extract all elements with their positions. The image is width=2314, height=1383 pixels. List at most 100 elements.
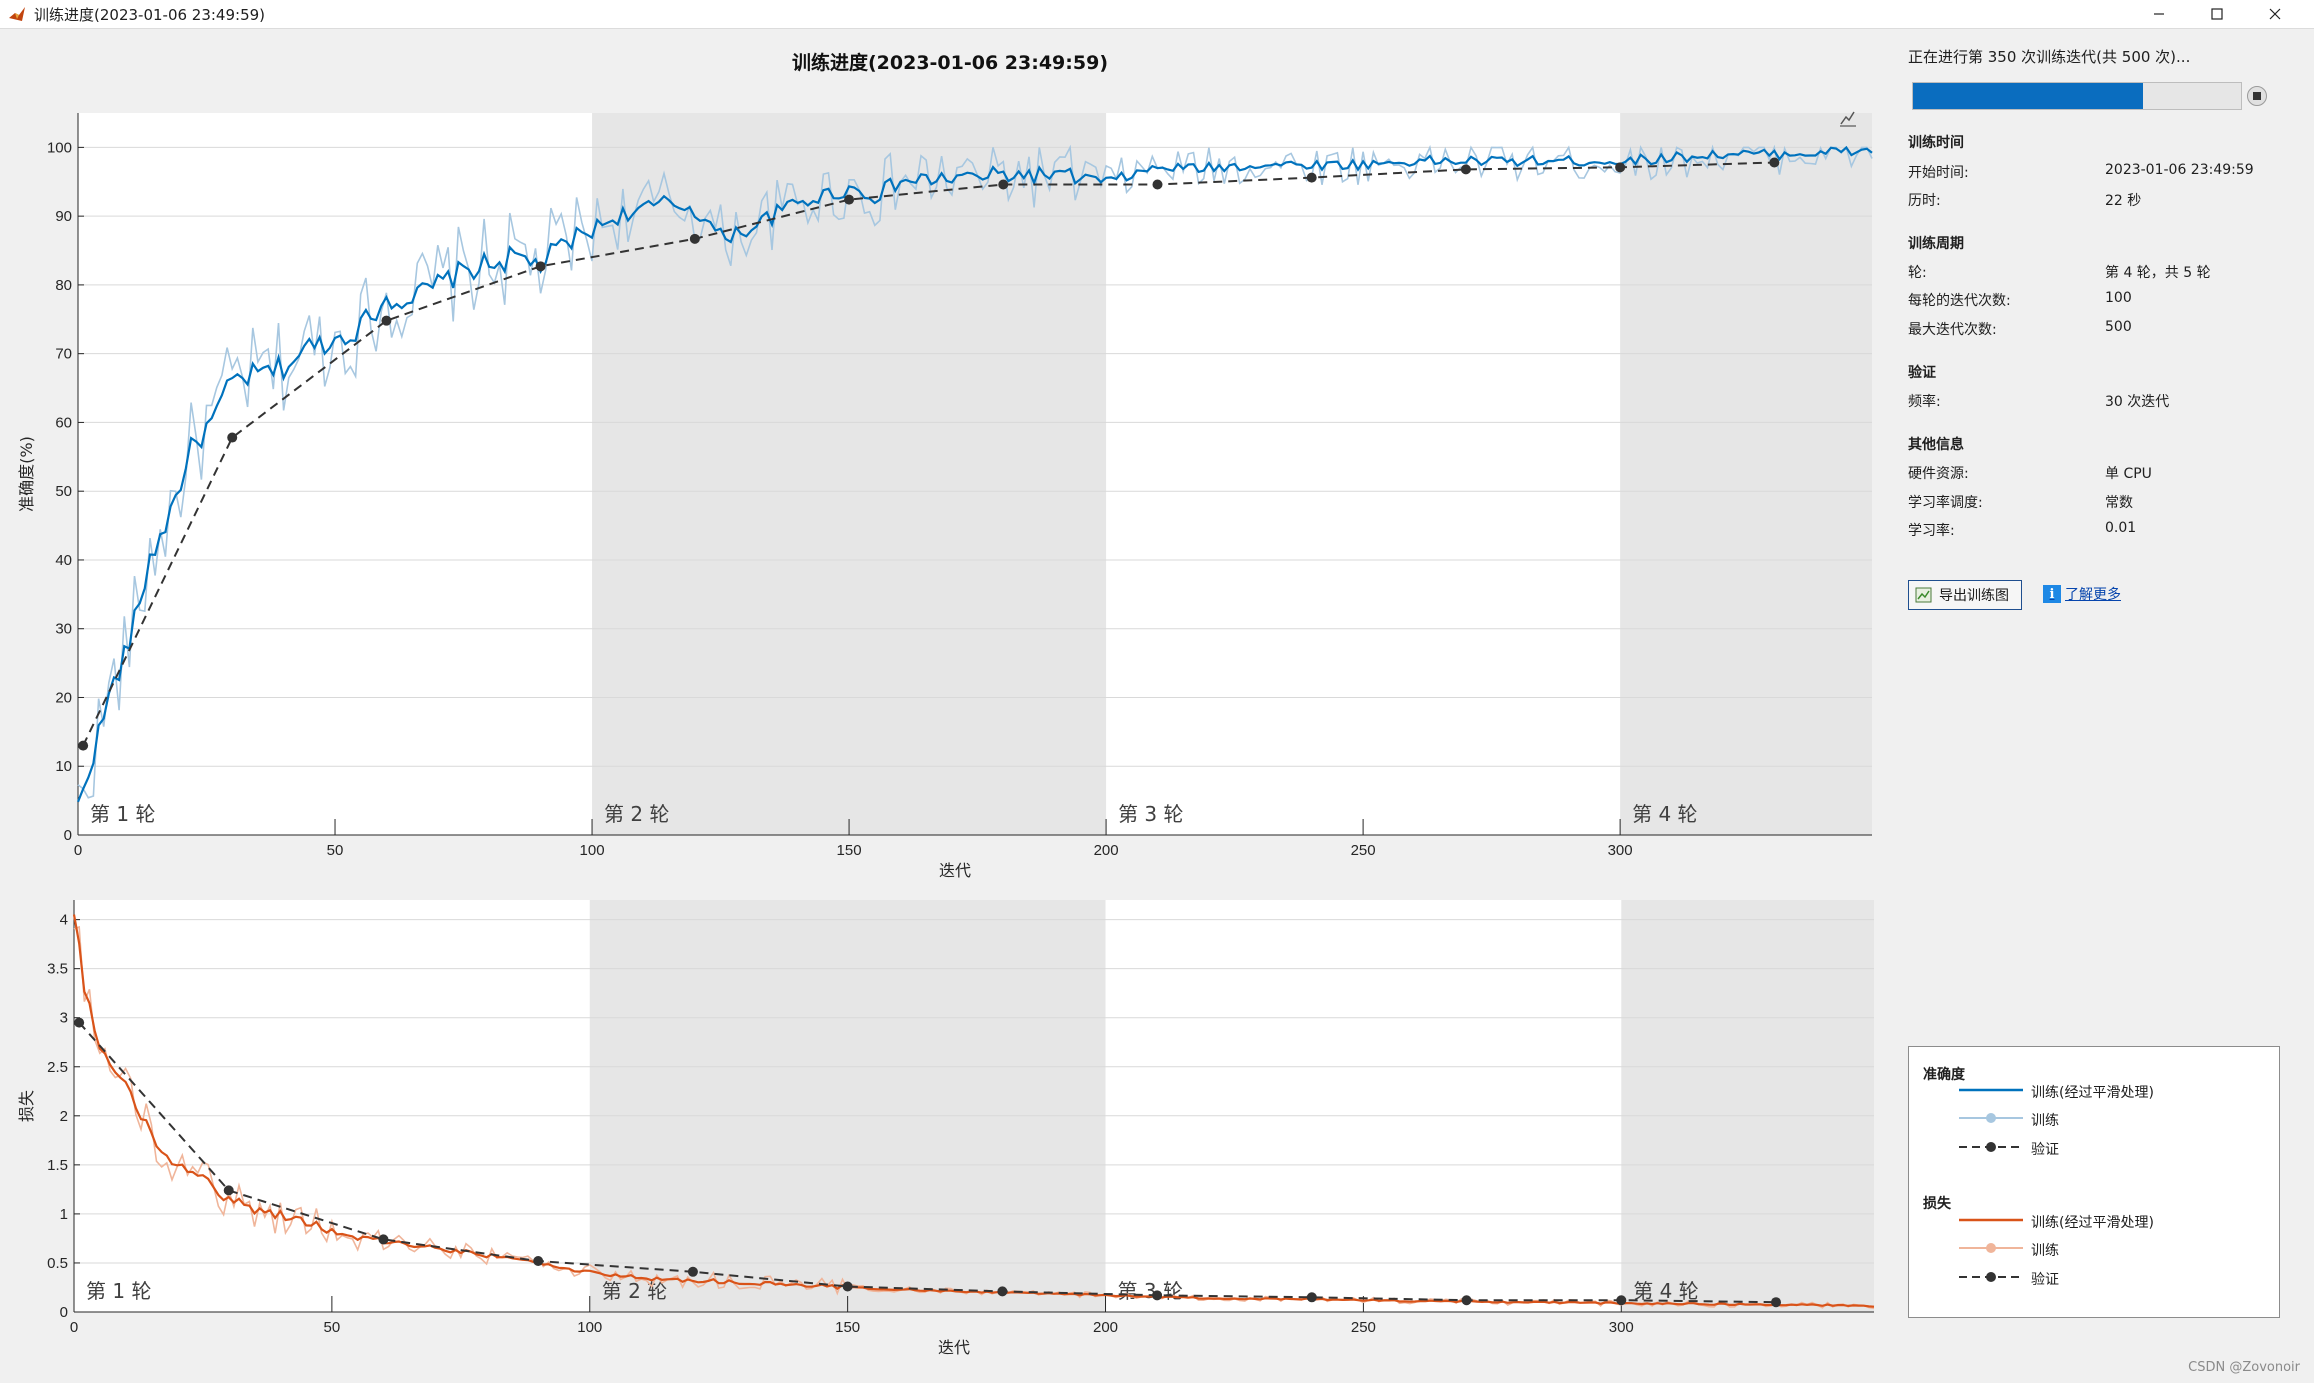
figure-title: 训练进度(2023-01-06 23:49:59) <box>791 52 1109 74</box>
legend-loss-smoothed-swatch <box>1959 1218 2023 1222</box>
loss-x-axis-title: 迭代 <box>938 1338 970 1357</box>
iter-per-epoch-label: 每轮的迭代次数: <box>1908 293 2011 309</box>
loss-y-tick-label: 3.5 <box>47 961 68 978</box>
learn-more-label: 了解更多 <box>2065 587 2121 603</box>
epoch-label: 轮: <box>1908 265 1927 281</box>
acc-y-tick-label: 100 <box>47 139 72 156</box>
acc-validation-point <box>998 179 1009 190</box>
loss-y-tick-label: 1 <box>60 1206 68 1223</box>
legend-loss-validation-swatch <box>1959 1272 2023 1282</box>
val-frequency-value: 30 次迭代 <box>2105 394 2170 410</box>
training-progress-fill <box>1913 83 2143 109</box>
window-title: 训练进度(2023-01-06 23:49:59) <box>34 5 266 24</box>
learn-more-link[interactable]: i 了解更多 <box>2043 584 2121 604</box>
acc-x-tick-label: 50 <box>327 842 344 859</box>
loss-validation-point <box>997 1286 1008 1297</box>
training-progress-bar <box>1912 82 2242 110</box>
legend-loss-validation-label: 验证 <box>2031 1272 2059 1288</box>
acc-validation-point <box>689 233 700 244</box>
acc-y-tick-label: 0 <box>64 827 72 844</box>
loss-validation-point <box>378 1234 389 1245</box>
loss-y-tick-label: 1.5 <box>47 1157 68 1174</box>
acc-y-tick-label: 10 <box>55 758 72 775</box>
loss-x-tick-label: 0 <box>70 1319 78 1336</box>
acc-y-tick-label: 40 <box>55 552 72 569</box>
acc-train-line <box>77 144 1873 799</box>
acc-x-tick-label: 150 <box>837 842 862 859</box>
legend-loss-train-label: 训练 <box>2031 1243 2059 1259</box>
loss-x-tick-label: 50 <box>324 1319 341 1336</box>
legend-accuracy-header: 准确度 <box>1923 1067 1965 1083</box>
loss-axes: 0 0.5 1 1.5 2 2.5 3 3.5 4 0 50 100 150 200 250 300 迭代 损失第… <box>17 900 1875 1357</box>
acc-y-tick-label: 90 <box>55 208 72 225</box>
loss-validation-point <box>533 1255 544 1266</box>
legend-acc-smoothed-swatch <box>1959 1088 2023 1092</box>
acc-validation-point <box>227 432 238 443</box>
chart-legend: 准确度 训练(经过平滑处理) 训练 验证 损失 训练(经过平滑处理) 训练 验证 <box>1908 1046 2280 1318</box>
loss-x-tick-label: 250 <box>1351 1319 1376 1336</box>
window-titlebar: 训练进度(2023-01-06 23:49:59) <box>0 0 2314 29</box>
loss-validation-point <box>1771 1297 1782 1308</box>
loss-validation-point <box>687 1266 698 1277</box>
loss-x-tick-label: 200 <box>1093 1319 1118 1336</box>
loss-validation-point <box>1152 1290 1163 1301</box>
lr-schedule-label: 学习率调度: <box>1908 495 1983 511</box>
acc-x-tick-label: 100 <box>580 842 605 859</box>
acc-validation-point <box>1306 172 1317 183</box>
acc-validation-point <box>1152 179 1163 190</box>
loss-epoch-label: 第 1 轮 <box>86 1279 151 1303</box>
export-training-plot-button[interactable]: 导出训练图 <box>1908 580 2022 610</box>
acc-epoch-shade <box>592 113 1107 835</box>
acc-validation-point <box>1615 162 1626 173</box>
acc-validation-point <box>381 315 392 326</box>
acc-validation-point <box>535 261 546 272</box>
acc-y-tick-label: 50 <box>55 483 72 500</box>
start-time-value: 2023-01-06 23:49:59 <box>2105 162 2254 178</box>
legend-loss-smoothed-label: 训练(经过平滑处理) <box>2031 1215 2154 1231</box>
acc-smoothed-line <box>76 145 1873 803</box>
acc-y-tick-label: 20 <box>55 689 72 706</box>
acc-epoch-label: 第 4 轮 <box>1632 802 1697 826</box>
acc-axes: 0 10 20 30 40 50 60 70 80 90 100 0 50 100 150 200 250 300… <box>17 113 1873 880</box>
export-button-label: 导出训练图 <box>1939 588 2009 604</box>
max-iter-value: 500 <box>2105 319 2132 335</box>
loss-validation-point <box>1306 1292 1317 1303</box>
axes-toolbar-icon[interactable] <box>1838 108 1858 128</box>
info-icon: i <box>2043 585 2061 603</box>
acc-y-tick-label: 70 <box>55 346 72 363</box>
loss-x-tick-label: 150 <box>835 1319 860 1336</box>
maximize-button[interactable] <box>2188 0 2246 28</box>
loss-y-tick-label: 0 <box>60 1304 68 1321</box>
loss-epoch-shade <box>1621 900 1874 1312</box>
learning-rate-label: 学习率: <box>1908 523 1955 539</box>
acc-y-tick-label: 80 <box>55 277 72 294</box>
close-button[interactable] <box>2246 0 2304 28</box>
section-other-info: 其他信息 <box>1908 437 1964 453</box>
loss-y-tick-label: 3 <box>60 1010 68 1027</box>
loss-validation-line <box>78 1021 1777 1304</box>
loss-epoch-label: 第 2 轮 <box>602 1279 667 1303</box>
minimize-button[interactable] <box>2130 0 2188 28</box>
max-iter-label: 最大迭代次数: <box>1908 322 1997 338</box>
loss-y-tick-label: 4 <box>60 912 68 929</box>
stop-icon <box>2253 92 2261 100</box>
acc-x-tick-label: 200 <box>1094 842 1119 859</box>
loss-y-tick-label: 0.5 <box>47 1255 68 1272</box>
acc-x-tick-label: 300 <box>1608 842 1633 859</box>
iter-per-epoch-value: 100 <box>2105 290 2132 306</box>
minimize-icon <box>2154 13 2164 15</box>
loss-y-axis-title: 损失 <box>17 1090 36 1122</box>
stop-training-button[interactable] <box>2247 86 2267 106</box>
matlab-app-icon <box>8 5 26 23</box>
loss-x-tick-label: 300 <box>1609 1319 1634 1336</box>
legend-loss-header: 损失 <box>1923 1196 1951 1212</box>
acc-validation-point <box>78 740 89 751</box>
loss-validation-point <box>74 1017 85 1028</box>
loss-validation-point <box>223 1185 234 1196</box>
training-status-text: 正在进行第 350 次训练迭代(共 500 次)... <box>1908 48 2191 66</box>
section-training-time: 训练时间 <box>1908 135 1964 151</box>
acc-y-axis-title: 准确度(%) <box>17 436 36 512</box>
acc-validation-point <box>1460 164 1471 175</box>
learning-rate-value: 0.01 <box>2105 520 2137 536</box>
section-validation: 验证 <box>1908 365 1936 381</box>
